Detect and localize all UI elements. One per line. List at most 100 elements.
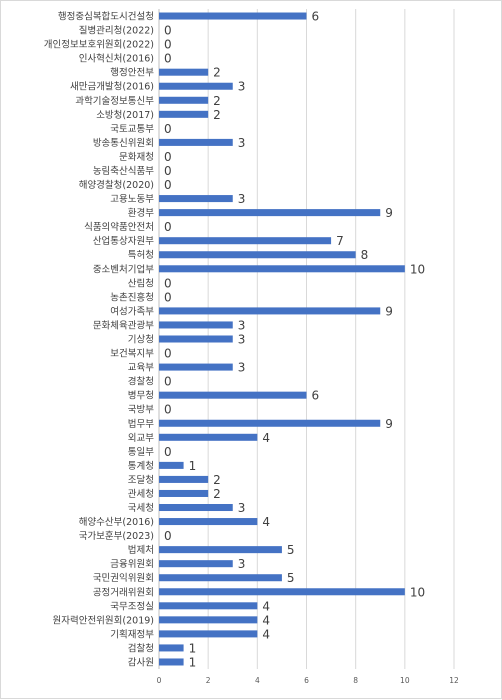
data-label: 0	[164, 164, 172, 178]
data-label: 4	[262, 613, 270, 627]
category-label: 국세청	[128, 503, 154, 514]
category-label: 문화체육관광부	[93, 319, 154, 331]
x-tick-label: 8	[353, 676, 358, 685]
data-label: 3	[238, 80, 246, 94]
category-label: 문화재청	[119, 152, 154, 163]
bar	[159, 602, 258, 610]
data-label: 3	[238, 136, 246, 150]
data-label: 2	[213, 487, 221, 501]
bar	[159, 321, 233, 329]
data-label: 4	[262, 431, 270, 445]
bar	[159, 546, 282, 554]
category-label: 외교부	[128, 432, 154, 444]
bar	[159, 574, 282, 582]
category-label: 고용노동부	[110, 194, 154, 205]
category-label: 질병관리청(2022)	[79, 25, 154, 37]
data-label: 10	[410, 585, 425, 599]
bar	[159, 82, 233, 90]
data-label: 0	[164, 290, 172, 304]
data-label: 2	[213, 94, 221, 108]
bar	[159, 630, 258, 638]
data-label: 3	[238, 501, 246, 515]
bar	[159, 504, 233, 512]
x-tick-label: 12	[449, 676, 459, 685]
data-label: 5	[287, 571, 295, 585]
category-label: 산업통상자원부	[93, 235, 154, 247]
category-label: 국무조정실	[110, 601, 154, 612]
x-tick-label: 10	[400, 676, 410, 685]
bar	[159, 251, 356, 259]
data-label: 0	[164, 38, 172, 52]
data-label: 6	[312, 10, 320, 24]
category-label: 보건복지부	[110, 349, 154, 360]
category-label: 소방청(2017)	[96, 110, 154, 121]
data-label: 9	[385, 304, 393, 318]
bar	[159, 391, 307, 399]
category-label: 중소벤처기업부	[93, 263, 154, 275]
data-label: 7	[336, 234, 344, 248]
category-label: 감사원	[128, 656, 154, 668]
category-label: 여성가족부	[110, 305, 154, 317]
x-tick-label: 6	[304, 676, 309, 685]
x-tick-label: 4	[255, 676, 260, 685]
bar	[159, 489, 209, 497]
category-label: 공정거래위원회	[93, 586, 154, 598]
data-label: 4	[262, 515, 270, 529]
category-label: 통계청	[128, 460, 154, 472]
data-label: 0	[164, 347, 172, 361]
category-label: 원자력안전위원회(2019)	[52, 614, 154, 626]
bar	[159, 644, 184, 652]
data-label: 2	[213, 108, 221, 122]
data-label: 2	[213, 66, 221, 80]
data-label: 0	[164, 220, 172, 234]
bar	[159, 12, 307, 20]
data-label: 0	[164, 178, 172, 192]
category-label: 기획재정부	[110, 628, 154, 640]
category-label: 개인정보보호위원회(2022)	[44, 39, 154, 51]
category-label: 행정안전부	[110, 67, 154, 79]
category-label: 금융위원회	[110, 558, 154, 570]
bar	[159, 461, 184, 469]
data-label: 0	[164, 276, 172, 290]
data-label: 3	[238, 333, 246, 347]
bar	[159, 335, 233, 343]
category-label: 관세청	[128, 489, 154, 500]
data-label: 0	[164, 24, 172, 38]
data-label: 0	[164, 403, 172, 417]
category-label: 과학기술정보통신부	[75, 96, 154, 107]
category-label: 새만금개발청(2016)	[70, 82, 154, 93]
data-label: 1	[189, 655, 197, 669]
bar	[159, 138, 233, 146]
category-label: 농림축산식품부	[93, 165, 154, 177]
category-label: 방송통신위원회	[93, 137, 154, 149]
category-label: 식품의약품안전처	[84, 221, 154, 233]
category-label: 환경부	[128, 207, 154, 219]
bar	[159, 518, 258, 526]
bar	[159, 616, 258, 624]
bar	[159, 110, 209, 118]
category-label: 인사혁신처(2016)	[79, 53, 154, 65]
data-label: 3	[238, 361, 246, 375]
category-label: 조달청	[128, 474, 154, 486]
bar	[159, 658, 184, 666]
data-label: 1	[189, 641, 197, 655]
data-label: 0	[164, 52, 172, 66]
bar	[159, 209, 381, 217]
x-tick-label: 2	[206, 676, 211, 685]
category-label: 산림청	[128, 277, 154, 289]
data-label: 5	[287, 543, 295, 557]
data-label: 4	[262, 599, 270, 613]
data-label: 1	[189, 459, 197, 473]
bar	[159, 363, 233, 371]
bar	[159, 265, 405, 273]
data-label: 9	[385, 417, 393, 431]
x-axis-ticks: 0 2 4 6 8 10 12	[157, 676, 459, 685]
data-label: 0	[164, 122, 172, 136]
bar	[159, 588, 405, 596]
data-label: 8	[361, 248, 369, 262]
data-label: 4	[262, 627, 270, 641]
category-label: 해양수산부(2016)	[79, 516, 154, 528]
